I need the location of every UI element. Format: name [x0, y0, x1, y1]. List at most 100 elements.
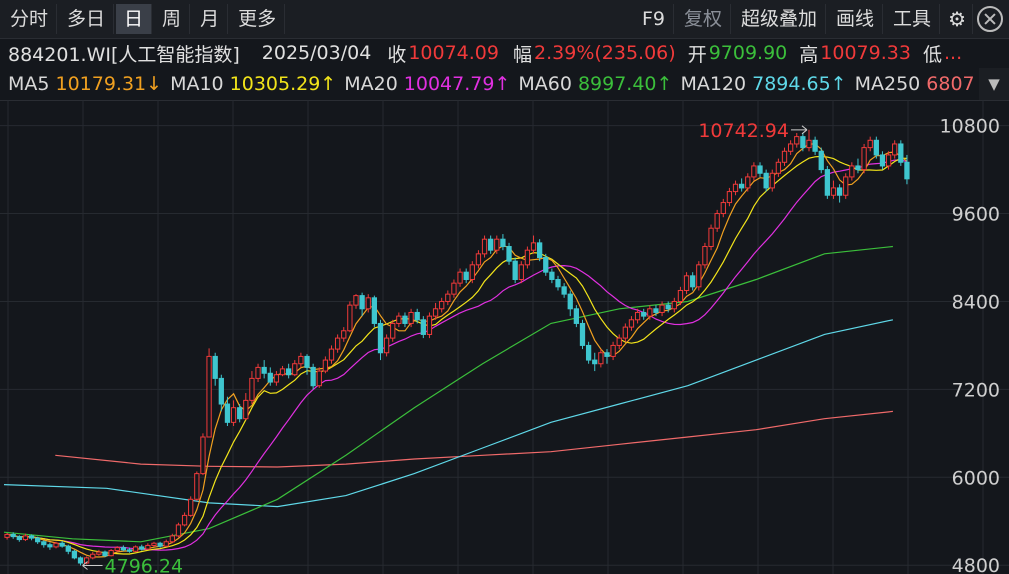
- candle-body: [481, 238, 488, 255]
- candle-body: [10, 533, 16, 538]
- candle-body: [873, 139, 879, 156]
- period-tab-more[interactable]: 更多: [230, 4, 286, 34]
- candlestick-chart[interactable]: 4800 6000 7200 8400 9600 10800 10742.94 4796.24: [0, 100, 1009, 574]
- chevron-down-icon[interactable]: ▼: [979, 68, 1009, 100]
- draw-line-button[interactable]: 画线: [828, 4, 884, 34]
- candle-body: [739, 183, 745, 189]
- candle-body: [328, 348, 335, 361]
- candle-body: [206, 355, 212, 438]
- candle-body: [904, 161, 910, 180]
- candle-body: [41, 541, 47, 546]
- candle-body: [16, 536, 22, 541]
- candle-body: [194, 473, 200, 500]
- candle-body: [561, 286, 567, 295]
- change-value: 2.39%(235.06): [534, 42, 676, 64]
- candle-body: [261, 366, 267, 374]
- ma-value: 10047.79↑: [403, 73, 511, 95]
- y-tick-label: 9600: [952, 204, 1000, 226]
- candle-body: [720, 202, 726, 215]
- candle-body: [653, 308, 659, 313]
- ma-legend-ma5: MA5 10179.31↓: [8, 73, 162, 95]
- ma-legend-ma60: MA60 8997.40↑: [518, 73, 672, 95]
- period-tab-monthly[interactable]: 月: [192, 4, 229, 34]
- candle-body: [683, 275, 690, 291]
- candle-body: [708, 227, 714, 248]
- candle-body: [420, 319, 426, 335]
- candle-body: [781, 150, 788, 163]
- candle-body: [426, 315, 433, 335]
- candle-body: [634, 311, 641, 321]
- candle-body: [347, 304, 353, 332]
- candle-body: [769, 172, 775, 189]
- ma20-line: [6, 159, 908, 551]
- candle-body: [714, 213, 720, 229]
- candle-body: [243, 399, 249, 420]
- tools-button[interactable]: 工具: [885, 4, 941, 34]
- candle-body: [157, 542, 163, 547]
- candle-body: [322, 359, 329, 372]
- candle-body: [628, 319, 635, 328]
- candle-body: [555, 278, 561, 288]
- candle-body: [879, 154, 886, 167]
- candle-body: [396, 315, 402, 324]
- candle-body: [451, 282, 457, 295]
- low-label: 低: [922, 43, 942, 66]
- candle-body: [892, 143, 898, 156]
- candle-body: [102, 551, 108, 557]
- candle-body: [114, 547, 120, 552]
- candle-body: [47, 544, 53, 548]
- high-value: 10079.33: [820, 42, 911, 64]
- candle-body: [549, 271, 555, 280]
- candle-body: [469, 264, 475, 280]
- candle-body: [390, 322, 396, 339]
- candle-body: [787, 143, 794, 152]
- candle-body: [292, 363, 298, 376]
- period-tab-multiday[interactable]: 多日: [59, 4, 115, 34]
- candle-body: [812, 139, 818, 152]
- candle-body: [800, 136, 806, 149]
- candle-body: [139, 546, 145, 550]
- period-tab-intraday[interactable]: 分时: [2, 4, 58, 34]
- low-marker-arrowhead: [82, 561, 88, 570]
- ma-value: 8997.40↑: [577, 73, 673, 95]
- open-value: 9709.90: [708, 42, 788, 64]
- ma-label: MA20: [344, 73, 398, 95]
- candle-body: [855, 165, 861, 171]
- candle-body: [488, 238, 494, 251]
- close-icon[interactable]: [977, 6, 1003, 32]
- period-tab-weekly[interactable]: 周: [154, 4, 191, 34]
- ma250-line: [55, 410, 893, 468]
- ma-label: MA120: [680, 73, 747, 95]
- candle-body: [316, 370, 322, 387]
- candle-body: [861, 147, 867, 171]
- candle-body: [65, 545, 71, 552]
- candle-body: [885, 154, 892, 167]
- period-tab-daily[interactable]: 日: [116, 4, 153, 34]
- candle-body: [163, 541, 169, 547]
- gear-icon[interactable]: ⚙: [942, 4, 973, 34]
- close-value: 10074.09: [408, 42, 499, 64]
- quote-date: 2025/03/04: [261, 42, 372, 64]
- candle-body: [592, 359, 598, 365]
- candle-body: [28, 535, 35, 539]
- candle-body: [353, 295, 359, 306]
- candle-body: [696, 264, 702, 288]
- f9-button[interactable]: F9: [634, 4, 674, 34]
- adjust-button[interactable]: 复权: [676, 4, 732, 34]
- candle-body: [279, 368, 286, 376]
- candle-body: [120, 547, 127, 551]
- candle-body: [145, 544, 151, 550]
- high-annotation-label: 10742.94: [698, 120, 789, 142]
- ma-value: 10305.29↑: [229, 73, 337, 95]
- overlay-button[interactable]: 超级叠加: [733, 4, 827, 34]
- candle-body: [849, 165, 855, 178]
- candle-body: [622, 326, 628, 339]
- ma120-line: [3, 319, 894, 508]
- low-annotation-label: 4796.24: [105, 555, 184, 574]
- candle-body: [457, 271, 463, 284]
- chart-toolbar: 分时 多日 日 周 月 更多 F9 复权 超级叠加 画线 工具 ⚙: [0, 0, 1009, 39]
- candle-body: [377, 322, 384, 354]
- candle-body: [702, 246, 708, 266]
- high-marker-arrowhead: [801, 125, 808, 135]
- candle-body: [414, 311, 420, 321]
